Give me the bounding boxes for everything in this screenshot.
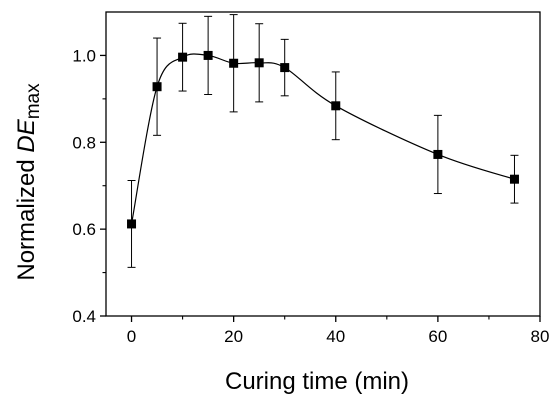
y-axis-label-prefix: Normalized bbox=[13, 153, 40, 281]
y-axis-label-symbol: DE bbox=[13, 118, 40, 152]
y-tick-label: 1.0 bbox=[72, 46, 96, 65]
data-point bbox=[280, 63, 290, 73]
y-axis-label: Normalized DEmax bbox=[13, 83, 44, 281]
data-point bbox=[152, 82, 162, 92]
data-point bbox=[254, 58, 264, 68]
data-point bbox=[331, 101, 341, 111]
y-axis-label-subscript: max bbox=[23, 83, 44, 119]
data-point bbox=[509, 174, 519, 184]
error-bars bbox=[127, 14, 519, 268]
plot-border bbox=[105, 11, 541, 317]
plot-frame bbox=[105, 11, 541, 317]
x-axis-label: Curing time (min) bbox=[225, 368, 409, 395]
data-point bbox=[433, 149, 443, 159]
x-tick-label: 40 bbox=[326, 327, 345, 346]
tick-labels: 0 20 40 60 80 0.4 0.6 0.8 1.0 bbox=[72, 46, 549, 346]
data-point bbox=[229, 58, 239, 68]
axis-ticks bbox=[100, 54, 541, 322]
x-tick-label: 20 bbox=[224, 327, 243, 346]
fit-curve bbox=[130, 53, 515, 225]
fit-curve-group bbox=[130, 53, 515, 225]
x-tick-label: 60 bbox=[428, 327, 447, 346]
y-tick-label: 0.6 bbox=[72, 220, 96, 239]
x-tick-label: 80 bbox=[531, 327, 550, 346]
y-tick-label: 0.4 bbox=[72, 307, 96, 326]
x-tick-label: 0 bbox=[127, 327, 136, 346]
data-markers bbox=[127, 50, 519, 229]
data-point bbox=[203, 50, 213, 60]
y-tick-label: 0.8 bbox=[72, 133, 96, 152]
data-point bbox=[127, 219, 137, 229]
data-point bbox=[178, 52, 188, 62]
